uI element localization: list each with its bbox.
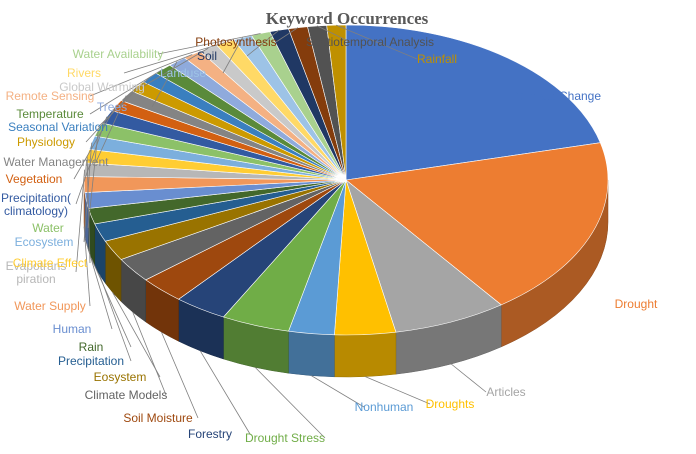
label-spatiotemporal-analysis: Spatiotemporal Analysis — [306, 35, 434, 49]
label-remote-sensing: Remote Sensing — [6, 89, 95, 103]
slice-side-droughts — [334, 331, 397, 378]
leader-forestry — [199, 350, 251, 435]
label-climate-effect: Climate Effect — [13, 256, 88, 270]
leader-vegetation — [73, 105, 117, 180]
label-vegetation: Vegetation — [6, 172, 63, 186]
label-temperature: Temperature — [16, 107, 84, 121]
label-water: Water — [32, 221, 64, 235]
leader-soil — [246, 29, 280, 57]
label-precipitation: Precipitation — [58, 354, 124, 368]
label-soil-moisture: Soil Moisture — [123, 411, 193, 425]
label-water-supply: Water Supply — [14, 299, 86, 313]
label-human: Human — [53, 322, 92, 336]
slice-drought — [345, 142, 609, 306]
label-rain: Rain — [79, 340, 104, 354]
label-forestry: Forestry — [188, 427, 232, 441]
leader-nonhuman — [311, 375, 365, 408]
chart-title: Keyword Occurrences — [266, 9, 429, 28]
label-global-warming: Global Warming — [59, 80, 145, 94]
label-leader-lines — [73, 24, 487, 439]
label-precipitation-climatology: Precipitation(climatology) — [1, 191, 71, 218]
leader-remote-sensing — [89, 54, 193, 97]
leader-eosystem — [112, 292, 161, 378]
label-water-availability: Water Availability — [73, 47, 164, 61]
leader-seasonal-variation — [97, 77, 150, 128]
leader-human — [85, 242, 113, 330]
label-articles: Articles — [486, 385, 525, 399]
label-rainfall: Rainfall — [417, 52, 457, 66]
leader-global-warming — [141, 47, 209, 88]
label-photosynthesis: Photosynthesis — [195, 35, 276, 49]
label-drought-stress: Drought Stress — [245, 431, 325, 445]
label-evapotranspiration: Evapotrans piration — [6, 259, 67, 286]
leader-temperature — [89, 68, 164, 115]
leader-articles — [450, 363, 487, 393]
label-rivers: Rivers — [67, 66, 101, 80]
label-soil: Soil — [197, 49, 217, 63]
leader-ecosystem — [83, 142, 93, 243]
leader-photosynthesis — [275, 27, 299, 43]
label-nonhuman: Nonhuman — [355, 400, 414, 414]
label-climate-models: Climate Models — [85, 388, 168, 402]
leader-rain — [90, 258, 132, 348]
label-ecosystem: Ecosystem — [15, 235, 74, 249]
label-landuse: Landuse — [160, 66, 206, 80]
slice-side-nonhuman — [288, 330, 335, 378]
label-seasonal-variation: Seasonal Variation — [8, 120, 108, 134]
label-physiology: Physiology — [17, 135, 75, 149]
slice-labels: Climate Change Drought Articles Droughts Non… — [1, 35, 658, 445]
label-droughts: Droughts — [426, 397, 475, 411]
slice-articles — [345, 179, 502, 333]
label-water-management: Water Management — [4, 155, 110, 169]
leader-droughts — [365, 376, 431, 405]
leader-water-availability — [157, 33, 261, 55]
leader-evapotranspiration — [75, 169, 85, 273]
leader-climate-models — [132, 311, 167, 396]
leader-water-management — [95, 95, 127, 163]
label-drought: Drought — [615, 297, 658, 311]
leader-water-supply — [83, 226, 91, 307]
leader-rivers — [123, 42, 226, 74]
leader-drought-stress — [254, 367, 326, 439]
slice-climate-change — [345, 24, 601, 181]
label-climate-change: Climate Change — [515, 89, 601, 103]
label-trees: Trees — [97, 100, 127, 114]
leader-rainfall — [336, 24, 418, 60]
label-eosystem: Eosystem — [94, 370, 147, 384]
leader-spatiotemporal-analysis — [316, 25, 351, 43]
leader-climate-effect — [86, 156, 91, 264]
leader-soil-moisture — [161, 331, 199, 419]
leader-landuse — [222, 37, 243, 74]
pie-slices — [83, 24, 609, 336]
